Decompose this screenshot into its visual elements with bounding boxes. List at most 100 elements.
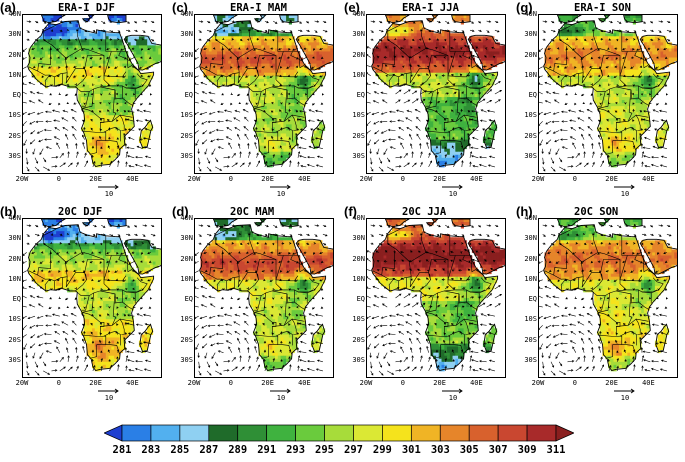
wind-arrow [141,242,145,245]
wind-arrow [288,288,292,291]
wind-arrow [124,242,128,246]
wind-arrow [81,323,85,327]
wind-arrow [486,287,491,290]
wind-arrow [263,251,266,254]
country-border [619,51,643,78]
colorbar-swatch [526,424,557,442]
wind-arrow [403,162,410,168]
wind-arrow [314,29,318,34]
country-border [135,73,148,90]
wind-arrow [100,146,103,149]
wind-arrow [278,252,282,255]
wind-arrow [640,143,644,149]
wind-arrow [115,126,119,131]
wind-arrow [606,331,610,335]
wind-arrow [299,314,307,317]
wind-arrow [150,39,155,42]
wind-arrow [391,65,396,68]
wind-arrow [434,118,438,122]
wind-arrow [564,306,568,310]
wind-arrow [556,251,560,254]
colorbar-swatch [439,424,470,442]
wind-arrow [216,314,224,318]
wind-arrow [451,269,455,272]
wind-arrow [589,251,593,254]
wind-arrow [486,29,490,34]
country-border [388,278,394,292]
lon-tick-label: 20W [359,175,373,183]
wind-arrow [248,161,251,168]
wind-arrow [279,145,283,149]
wind-arrow [44,138,52,141]
colorbar-swatch [208,424,239,442]
wind-arrow [591,346,594,353]
wind-arrow [486,109,495,113]
wind-arrow [640,287,644,291]
wind-arrow [99,261,102,264]
map-panel-b: (b) 20C DJF 40N 30N 20N 10N EQ 10S 20S 30S 20W 0 20E… [0,204,170,424]
wind-arrow [124,117,128,122]
wind-arrow [370,242,374,245]
wind-arrow [220,102,224,106]
wind-arrow [139,306,143,310]
wind-arrow [83,306,86,310]
wind-arrow [451,349,455,353]
wind-arrow [367,121,371,126]
wind-arrow [296,321,300,326]
wind-arrow [72,337,77,344]
wind-arrow [310,332,315,335]
wind-arrow [641,20,646,24]
wind-arrow [108,340,111,344]
wind-arrow [567,313,576,317]
wind-arrow [367,276,371,281]
lat-tick-label: 30N [352,234,365,243]
wind-arrow [101,29,106,32]
wind-arrow [395,223,399,227]
wind-arrow [304,296,308,300]
wind-arrow [214,233,217,236]
wind-arrow [280,305,283,309]
wind-arrow [306,367,315,372]
wind-arrow [471,258,479,262]
wind-arrow [633,364,636,371]
wind-arrow [378,29,384,33]
wind-arrow [82,134,85,140]
wind-arrow [62,313,69,317]
country-border [603,253,657,293]
wind-arrow [202,130,208,135]
wind-arrow [253,323,257,327]
wind-arrow [650,38,654,41]
wind-arrow [288,108,291,113]
wind-arrow [45,120,52,123]
wind-arrow [453,295,457,299]
wind-arrow [435,136,439,140]
wind-arrow [664,84,668,87]
wind-arrow [370,20,376,23]
wind-arrow [381,303,388,308]
lat-tick-label: 20N [180,254,193,263]
wind-arrow [195,121,199,126]
wind-arrow [65,133,69,140]
wind-arrow [34,233,40,237]
wind-arrow [441,278,446,281]
wind-arrow [90,296,94,300]
wind-arrow [367,46,371,49]
wind-arrow [109,364,113,372]
wind-arrow [66,47,69,50]
wind-arrow [539,261,543,264]
wind-arrow [555,286,560,290]
wind-arrow [372,100,380,104]
wind-arrow [556,47,560,50]
wind-arrow [545,139,552,145]
wind-arrow [29,325,36,329]
country-border [597,130,623,141]
wind-arrow [376,260,380,263]
country-border [597,91,606,107]
wind-arrow [84,152,87,158]
wind-arrow [616,146,619,149]
wind-arrow [565,251,568,255]
lat-tick-label: 20S [352,335,365,344]
wind-arrow [322,39,327,42]
wind-arrow [288,341,291,344]
country-border [286,301,305,310]
